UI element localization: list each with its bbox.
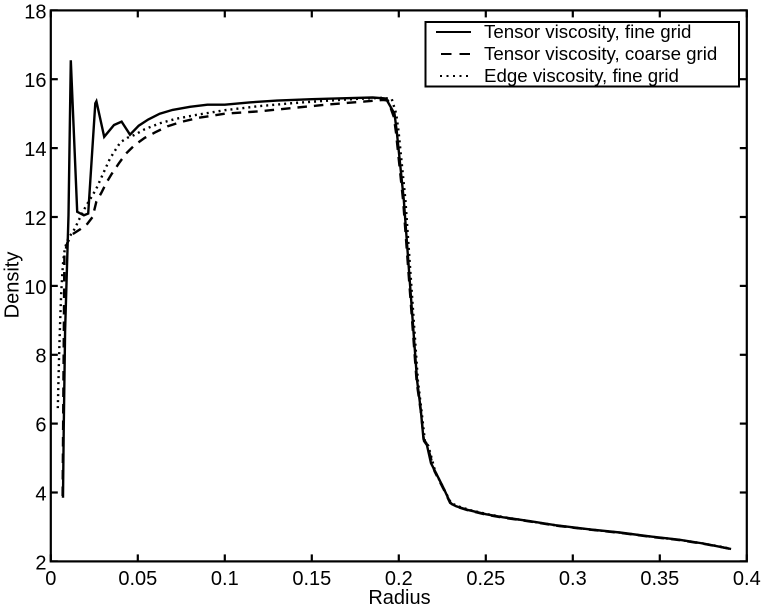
svg-text:4: 4 <box>35 483 46 505</box>
svg-text:Edge viscosity, fine grid: Edge viscosity, fine grid <box>484 65 679 86</box>
svg-text:Radius: Radius <box>368 587 430 609</box>
svg-text:0.3: 0.3 <box>559 568 587 590</box>
svg-text:12: 12 <box>24 208 46 230</box>
svg-text:Tensor viscosity, coarse grid: Tensor viscosity, coarse grid <box>484 43 717 64</box>
svg-text:14: 14 <box>24 139 46 161</box>
svg-text:0.05: 0.05 <box>118 568 157 590</box>
svg-text:0.35: 0.35 <box>640 568 679 590</box>
svg-text:0.1: 0.1 <box>211 568 239 590</box>
svg-text:8: 8 <box>35 346 46 368</box>
svg-text:Tensor viscosity, fine grid: Tensor viscosity, fine grid <box>484 21 691 42</box>
svg-text:0.15: 0.15 <box>292 568 331 590</box>
svg-text:6: 6 <box>35 415 46 437</box>
svg-text:0.2: 0.2 <box>385 568 413 590</box>
svg-text:0.4: 0.4 <box>733 568 761 590</box>
svg-text:0: 0 <box>45 568 56 590</box>
svg-text:2: 2 <box>35 552 46 574</box>
svg-text:16: 16 <box>24 70 46 92</box>
svg-text:0.25: 0.25 <box>466 568 505 590</box>
svg-text:Density: Density <box>2 252 24 319</box>
svg-text:18: 18 <box>24 1 46 23</box>
svg-text:10: 10 <box>24 277 46 299</box>
